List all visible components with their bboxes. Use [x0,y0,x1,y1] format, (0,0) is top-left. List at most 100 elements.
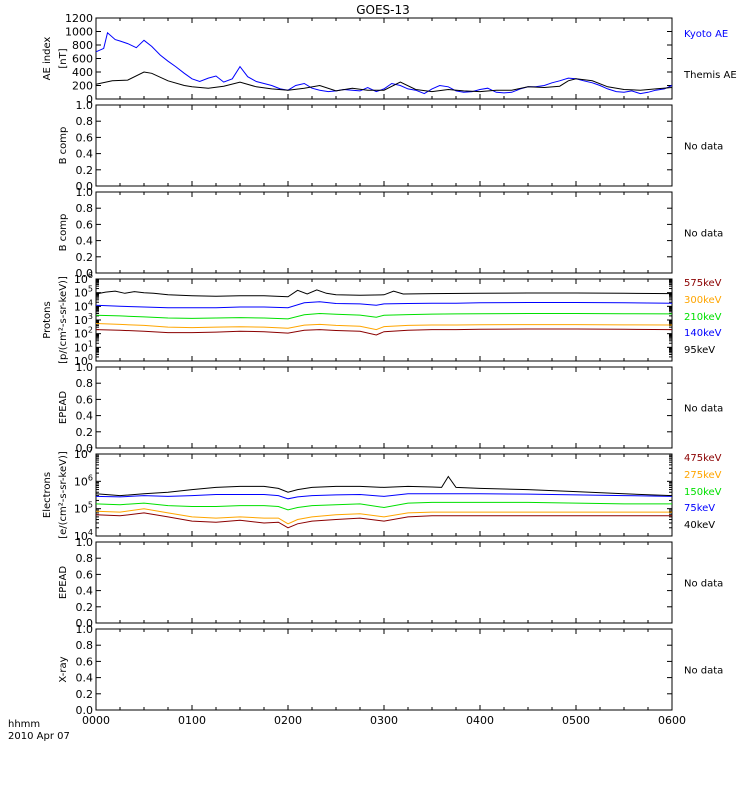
y-axis-label: X-ray [58,656,69,682]
y-tick-label: 0.2 [76,426,94,439]
no-data-annotation: No data [684,404,723,415]
y-tick-label: 106 [74,271,93,286]
y-tick-label: 0.0 [76,180,94,193]
legend-entry: 40keV [684,520,715,531]
legend-entry: Themis AE [683,70,737,81]
y-axis-label: Electrons [42,472,53,518]
panel-xray: 0.0 0.2 0.4 0.6 0.8 1.0 X-ray No data [58,623,723,717]
y-tick-label: 1000 [65,26,93,39]
y-axis-label: Protons [42,301,53,338]
chart-title: GOES-13 [356,3,410,17]
legend-entry: Kyoto AE [684,29,728,40]
y-tick-label: 106 [74,473,93,488]
y-tick-label: 0.8 [76,202,94,215]
panel-frame [95,278,673,362]
panel-bcomp1: 0.0 0.2 0.4 0.6 0.8 1.0 B comp No data [58,99,723,193]
y-tick-label: 102 [74,326,93,341]
y-tick-label: 0.2 [76,164,94,177]
y-tick-label: 0.4 [76,410,94,423]
panel-electrons: 104 105 106 107 Electrons [e/(cm²-s-sr-keV)] 4… [42,446,722,543]
series-line-95kev [95,289,673,298]
y-tick-label: 100 [74,353,93,368]
y-tick-label: 0.2 [76,601,94,614]
y-tick-label: 0.0 [76,704,94,717]
panel-frame [95,104,673,187]
y-axis-unit-label: [e/(cm²-s-sr-keV)] [58,451,69,539]
panel-frame [95,366,673,449]
y-tick-label: 101 [74,339,93,354]
legend-entry: 95keV [684,345,715,356]
y-tick-label: 1.0 [76,623,94,636]
y-tick-label: 103 [74,312,93,327]
x-tick-label: 0400 [466,714,494,727]
time-axis-label-date: 2010 Apr 07 [8,731,70,742]
panel-frame [95,628,673,711]
no-data-annotation: No data [684,142,723,153]
legend-entry: 575keV [684,278,722,289]
y-tick-label: 1.0 [76,99,94,112]
y-tick-label: 0.0 [76,267,94,280]
series-line-themis-ae [95,71,673,93]
series-line-75kev [95,493,673,500]
y-axis-unit-label: [nT] [58,48,69,68]
y-tick-label: 1.0 [76,186,94,199]
y-tick-label: 0.6 [76,655,94,668]
y-tick-label: 107 [74,446,93,461]
y-tick-label: 0.6 [76,568,94,581]
panel-bcomp2: 0.0 0.2 0.4 0.6 0.8 1.0 B comp No data [58,186,723,280]
y-tick-label: 1.0 [76,536,94,549]
legend-entry: 140keV [684,328,722,339]
series-line-210kev [95,312,673,320]
y-tick-label: 0.2 [76,688,94,701]
y-tick-label: 200 [72,80,93,93]
series-line-275kev [95,508,672,525]
series-line-575kev [95,328,673,336]
x-tick-label: 0200 [274,714,302,727]
series-line-300kev [95,323,673,331]
legend-entry: 75keV [684,503,715,514]
y-tick-label: 0.0 [76,442,94,455]
y-tick-label: 0.8 [76,552,94,565]
no-data-annotation: No data [684,666,723,677]
y-tick-label: 104 [74,298,93,313]
x-tick-label: 0300 [370,714,398,727]
y-tick-label: 0.4 [76,672,94,685]
series-line-40kev [95,475,673,497]
panel-epead2: 0.0 0.2 0.4 0.6 0.8 1.0 EPEAD No data [58,536,723,630]
y-tick-label: 0.8 [76,377,94,390]
y-tick-label: 105 [74,285,93,300]
y-tick-label: 1200 [65,12,93,25]
y-tick-label: 0.4 [76,148,94,161]
time-axis-label-hhmm: hhmm [8,719,40,730]
y-tick-label: 0.2 [76,251,94,264]
y-tick-label: 0.4 [76,585,94,598]
y-axis-label: B comp [58,127,69,165]
y-tick-label: 0.6 [76,393,94,406]
x-tick-label: 0500 [562,714,590,727]
panel-epead1: 0.0 0.2 0.4 0.6 0.8 1.0 EPEAD No data [58,361,723,455]
y-tick-label: 105 [74,501,93,516]
x-tick-label: 0000 [82,714,110,727]
y-tick-label: 400 [72,66,93,79]
y-tick-label: 0.8 [76,115,94,128]
y-tick-label: 800 [72,39,93,52]
x-tick-label: 0600 [658,714,686,727]
series-line-150kev [95,501,672,511]
y-tick-label: 0.4 [76,235,94,248]
panel-frame [95,191,673,274]
y-axis-label: EPEAD [58,391,69,425]
no-data-annotation: No data [684,229,723,240]
y-tick-label: 0.8 [76,639,94,652]
y-tick-label: 0.6 [76,131,94,144]
y-tick-label: 600 [72,53,93,66]
y-axis-label: AE index [42,37,53,81]
legend-entry: 300keV [684,295,722,306]
legend-entry: 150keV [684,487,722,498]
legend-entry: 475keV [684,453,722,464]
series-line-140kev [95,301,673,309]
series-line-475kev [95,512,672,529]
y-tick-label: 1.0 [76,361,94,374]
y-tick-label: 0.0 [76,617,94,630]
